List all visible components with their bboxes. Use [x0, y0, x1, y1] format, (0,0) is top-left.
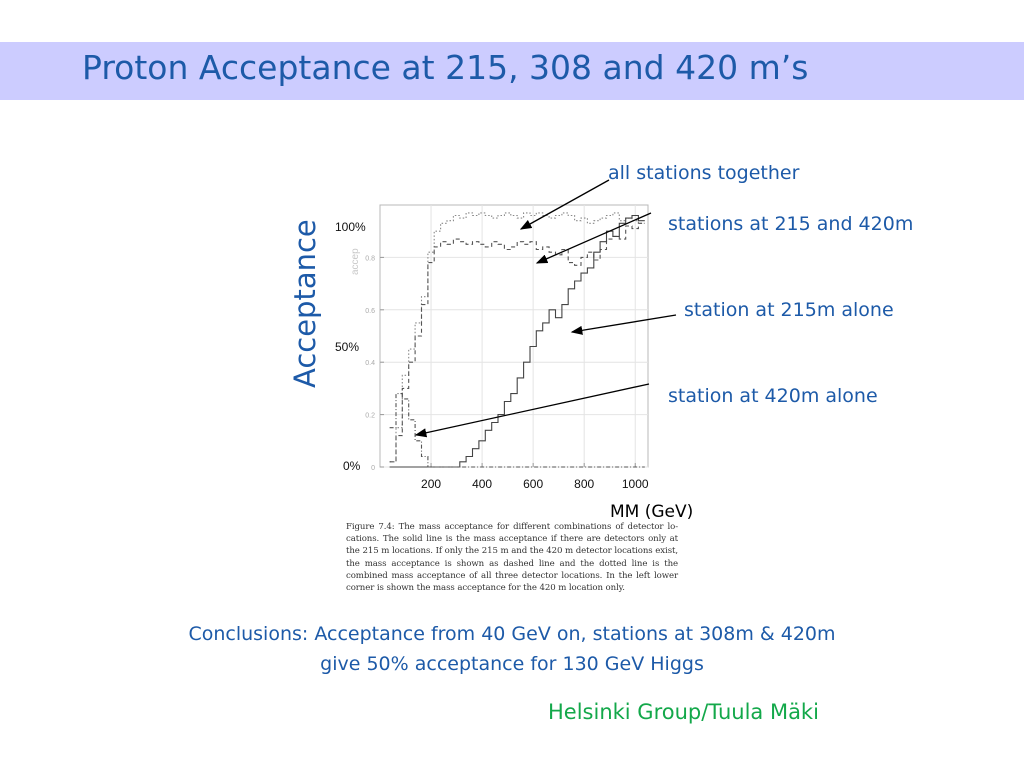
annotation-215-420: stations at 215 and 420m — [668, 213, 914, 235]
pct-label-100: 100% — [335, 220, 366, 234]
slide-title: Proton Acceptance at 215, 308 and 420 m’… — [82, 48, 809, 87]
arrow-215-alone — [570, 314, 677, 335]
annotation-arrows — [414, 179, 677, 438]
annotation-215-alone: station at 215m alone — [684, 299, 894, 321]
annotation-all-stations: all stations together — [608, 162, 800, 184]
credit-text: Helsinki Group/Tuula Mäki — [548, 700, 819, 724]
y-tick-label-3: 0.6 — [365, 308, 375, 315]
y-axis-faint-label: accep — [350, 248, 361, 275]
pct-label-0: 0% — [343, 459, 361, 473]
y-tick-label-2: 0.4 — [365, 360, 375, 367]
y-tick-label-4: 0.8 — [365, 255, 375, 262]
title-bar: Proton Acceptance at 215, 308 and 420 m’… — [0, 42, 1024, 100]
conclusion-text: Conclusions: Acceptance from 40 GeV on, … — [60, 619, 964, 679]
x-axis-unit: MM (GeV) — [610, 502, 694, 522]
arrow-all-stations — [519, 179, 610, 230]
pct-label-50: 50% — [335, 340, 360, 354]
arrow-420-alone — [414, 383, 650, 438]
series-line-solid — [389, 214, 645, 468]
plot-frame — [379, 204, 649, 468]
x-tick-label-4: 1000 — [622, 477, 649, 491]
arrow-215-420 — [535, 212, 652, 264]
conclusion-line-1: Conclusions: Acceptance from 40 GeV on, … — [188, 623, 836, 645]
y-tick-label-1: 0.2 — [365, 413, 375, 420]
x-tick-label-2: 600 — [523, 477, 543, 491]
annotation-420-alone: station at 420m alone — [668, 385, 878, 407]
y-tick-label-0: 0 — [371, 465, 375, 472]
x-tick-label-1: 400 — [472, 477, 492, 491]
conclusion-line-2: give 50% acceptance for 130 GeV Higgs — [320, 653, 704, 675]
x-tick-label-3: 800 — [574, 477, 594, 491]
x-tick-label-0: 200 — [421, 477, 441, 491]
figure-caption: Figure 7.4: The mass acceptance for diff… — [346, 522, 678, 594]
